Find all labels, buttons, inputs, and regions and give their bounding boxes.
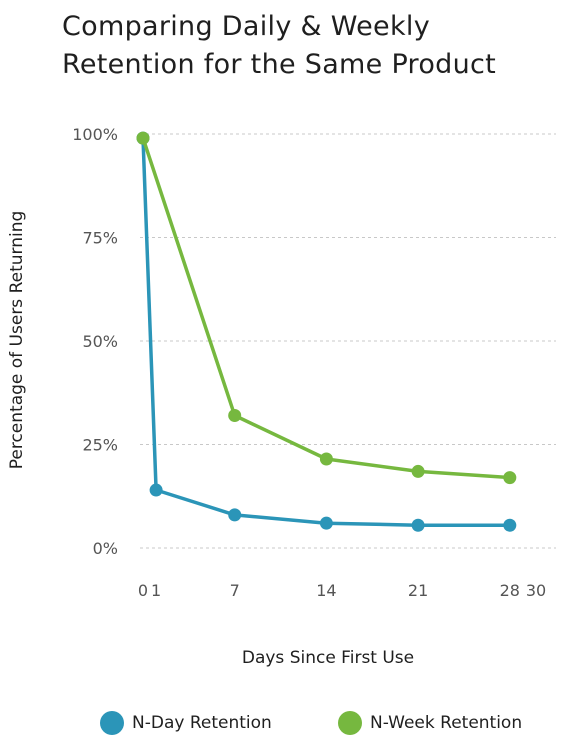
legend-swatch-n-day — [100, 711, 124, 735]
data-point-n-day-retention — [503, 518, 517, 532]
y-tick-label: 75% — [82, 229, 118, 248]
legend-swatch-n-week — [338, 711, 362, 735]
y-tick-label: 25% — [82, 436, 118, 455]
data-point-n-week-retention — [319, 452, 333, 466]
x-tick-label: 14 — [316, 581, 336, 600]
series-line-n-day-retention — [141, 136, 512, 527]
data-point-n-day-retention — [411, 518, 425, 532]
data-point-n-week-retention — [411, 464, 425, 478]
y-axis-ticks: 0% 25% 50% 75% 100% — [72, 125, 118, 558]
x-tick-label: 30 — [526, 581, 546, 600]
x-tick-label: 1 — [151, 581, 161, 600]
chart-title-line-1: Comparing Daily & Weekly — [62, 11, 430, 42]
legend-item-n-day: N-Day Retention — [100, 708, 272, 738]
series-n-week-retention — [136, 131, 517, 485]
series-line-n-week-retention — [141, 136, 512, 480]
chart-title: Comparing Daily & Weekly Retention for t… — [62, 8, 562, 84]
x-tick-label: 21 — [408, 581, 428, 600]
legend: N-Day Retention N-Week Retention — [100, 708, 570, 738]
legend-label-n-week: N-Week Retention — [370, 713, 523, 733]
y-tick-label: 0% — [93, 539, 118, 558]
x-tick-label: 7 — [230, 581, 240, 600]
series-layer — [136, 131, 517, 532]
x-axis-ticks: 0 1 7 14 21 28 30 — [138, 581, 546, 600]
chart-title-line-2: Retention for the Same Product — [62, 49, 497, 80]
legend-item-n-week: N-Week Retention — [338, 708, 522, 738]
data-point-n-week-retention — [228, 409, 242, 423]
data-point-n-week-retention — [136, 131, 150, 145]
x-axis-title: Days Since First Use — [242, 648, 414, 668]
x-tick-label: 28 — [500, 581, 520, 600]
data-point-n-day-retention — [228, 508, 242, 522]
legend-label-n-day: N-Day Retention — [132, 713, 272, 733]
retention-chart: 0% 25% 50% 75% 100% 0 1 7 14 21 28 30 Days Since F… — [7, 125, 556, 668]
series-n-day-retention — [136, 131, 517, 532]
y-tick-label: 50% — [82, 332, 118, 351]
data-point-n-week-retention — [503, 471, 517, 485]
data-point-n-day-retention — [149, 483, 163, 497]
x-tick-label: 0 — [138, 581, 148, 600]
y-tick-label: 100% — [72, 125, 118, 144]
grid-lines — [140, 133, 556, 549]
y-axis-title: Percentage of Users Returning — [7, 211, 27, 470]
data-point-n-day-retention — [319, 516, 333, 530]
